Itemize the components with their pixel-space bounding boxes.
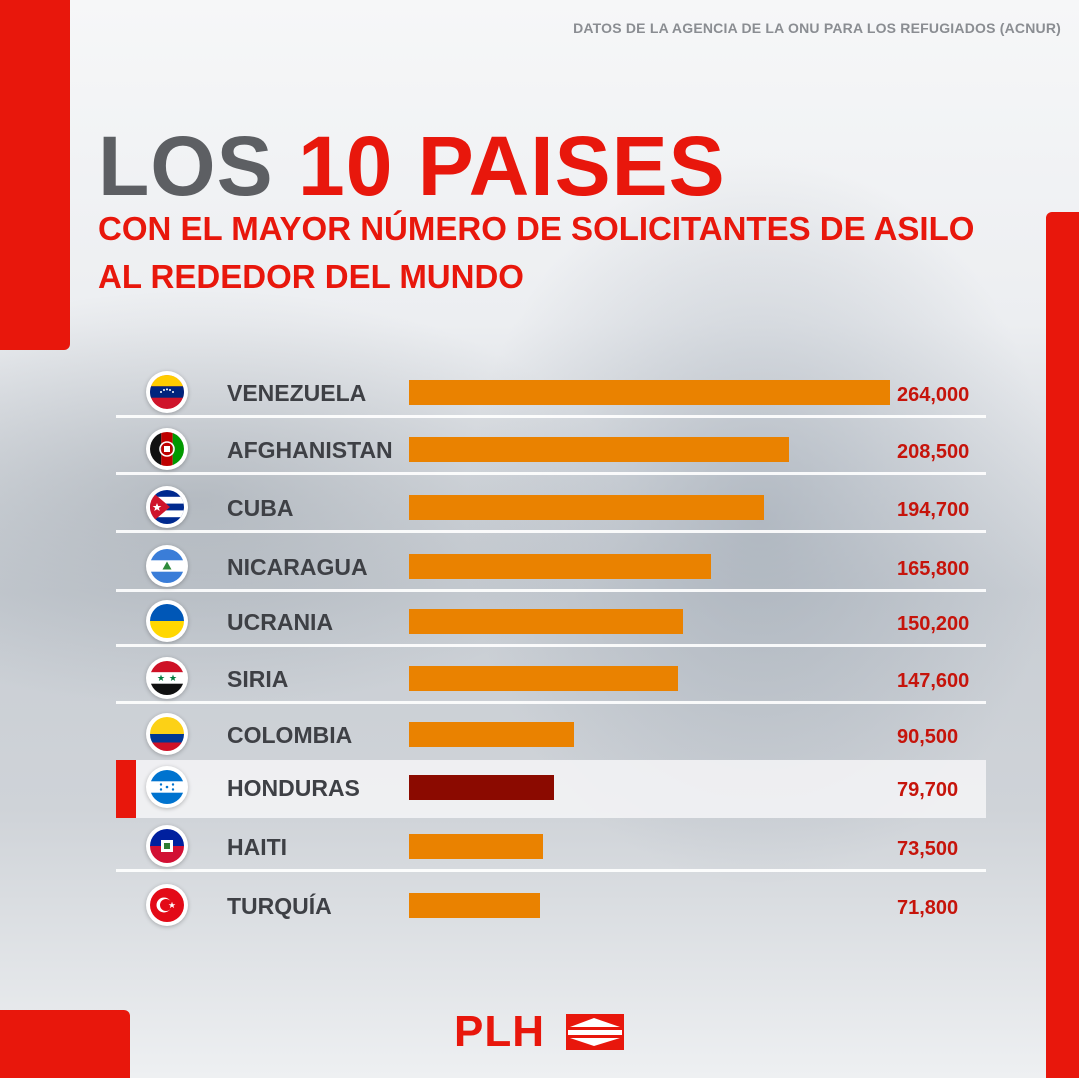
row-divider xyxy=(116,530,986,533)
country-label-ucrania: UCRANIA xyxy=(227,609,334,635)
country-label-venezuela: VENEZUELA xyxy=(227,380,367,406)
title-part-los: LOS xyxy=(98,119,274,213)
country-label-cuba: CUBA xyxy=(227,495,294,521)
value-label-haiti: 73,500 xyxy=(897,838,959,860)
page-title: LOS 10 PAISES xyxy=(98,124,726,208)
country-label-honduras: HONDURAS xyxy=(227,775,360,801)
source-note: DATOS DE LA AGENCIA DE LA ONU PARA LOS R… xyxy=(573,20,1061,36)
value-label-honduras: 79,700 xyxy=(897,779,959,801)
bar-siria xyxy=(409,666,678,691)
row-divider xyxy=(116,589,986,592)
value-label-cuba: 194,700 xyxy=(897,499,970,521)
subtitle-line-1: CON EL MAYOR NÚMERO DE SOLICITANTES DE A… xyxy=(98,210,975,247)
colombia-flag-icon xyxy=(146,713,188,755)
title-part-10-paises: 10 PAISES xyxy=(298,119,726,213)
bar-ucrania xyxy=(409,609,683,634)
value-label-siria: 147,600 xyxy=(897,670,970,692)
country-label-nicaragua: NICARAGUA xyxy=(227,554,368,580)
row-divider xyxy=(116,701,986,704)
bar-haiti xyxy=(409,834,543,859)
country-label-afghanistan: AFGHANISTAN xyxy=(227,437,393,463)
value-label-turquia: 71,800 xyxy=(897,897,959,919)
turkey-flag-icon xyxy=(146,884,188,926)
logo-text: PLH xyxy=(454,1007,545,1056)
country-label-turquia: TURQUÍA xyxy=(227,893,332,919)
bar-cuba xyxy=(409,495,764,520)
bar-turquia xyxy=(409,893,540,918)
bar-afghanistan xyxy=(409,437,789,462)
subtitle-line-2: AL REDEDOR DEL MUNDO xyxy=(98,258,524,295)
value-label-venezuela: 264,000 xyxy=(897,384,970,406)
country-label-haiti: HAITI xyxy=(227,834,288,860)
cuba-flag-icon xyxy=(146,486,188,528)
country-label-colombia: COLOMBIA xyxy=(227,722,353,748)
bar-honduras xyxy=(409,775,554,800)
bar-colombia xyxy=(409,722,574,747)
red-corner-bottom-left xyxy=(0,1010,130,1078)
red-strip-right xyxy=(1046,212,1079,1078)
ukraine-flag-icon xyxy=(146,600,188,642)
afghanistan-flag-icon xyxy=(146,428,188,470)
nicaragua-flag-icon xyxy=(146,545,188,587)
row-divider xyxy=(116,472,986,475)
row-divider xyxy=(116,644,986,647)
haiti-flag-icon xyxy=(146,825,188,867)
value-label-nicaragua: 165,800 xyxy=(897,558,970,580)
syria-flag-icon xyxy=(146,657,188,699)
red-corner-top-left xyxy=(0,0,70,350)
honduras-flag-icon xyxy=(146,766,188,808)
value-label-ucrania: 150,200 xyxy=(897,613,970,635)
row-divider xyxy=(116,869,986,872)
highlight-row-marker xyxy=(116,760,136,818)
bar-venezuela xyxy=(409,380,890,405)
venezuela-flag-icon xyxy=(146,371,188,413)
logo-flag-icon xyxy=(566,1014,624,1050)
bar-nicaragua xyxy=(409,554,711,579)
value-label-colombia: 90,500 xyxy=(897,726,959,748)
value-label-afghanistan: 208,500 xyxy=(897,441,970,463)
row-divider xyxy=(116,415,986,418)
country-label-siria: SIRIA xyxy=(227,666,289,692)
